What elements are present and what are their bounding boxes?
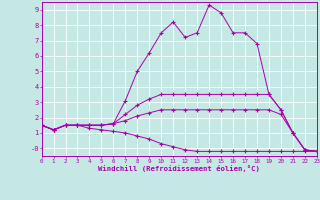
X-axis label: Windchill (Refroidissement éolien,°C): Windchill (Refroidissement éolien,°C)	[98, 165, 260, 172]
